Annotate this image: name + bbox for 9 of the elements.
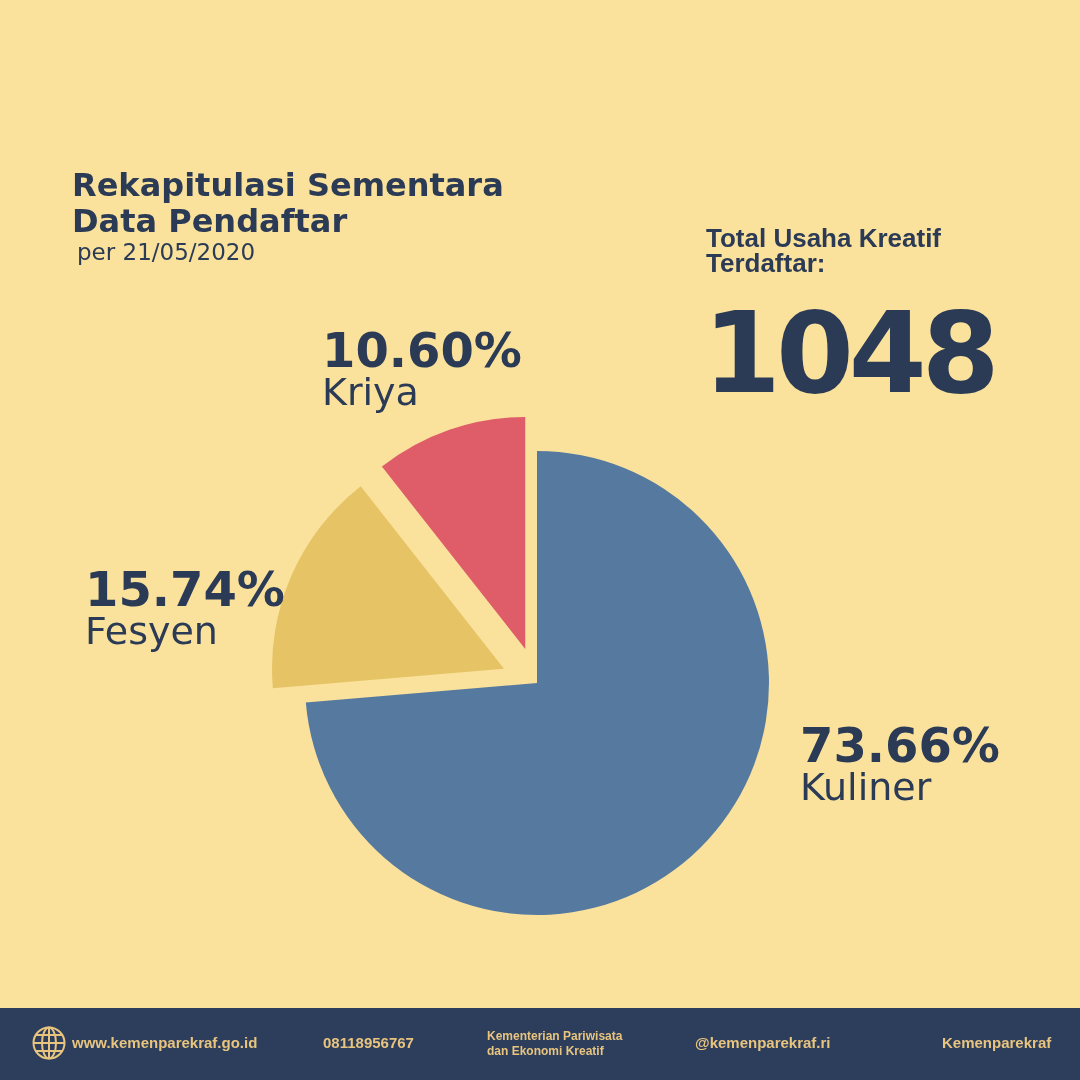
chart-subtitle: per 21/05/2020 — [77, 239, 256, 265]
text: Total Usaha Kreatif Terdaftar: — [706, 223, 942, 278]
text: @kemenparekraf.ri — [695, 1034, 832, 1052]
text: www.kemenparekraf.go.id — [72, 1034, 259, 1052]
text: 08118956767 — [323, 1034, 415, 1052]
text: 1048 — [703, 288, 996, 418]
text: Kementerian Pariwisata dan Ekonomi Kreatif — [487, 1029, 624, 1059]
text: Kemenparekraf — [942, 1034, 1053, 1052]
chart-title: Rekapitulasi Sementara Data Pendaftar — [72, 166, 505, 240]
